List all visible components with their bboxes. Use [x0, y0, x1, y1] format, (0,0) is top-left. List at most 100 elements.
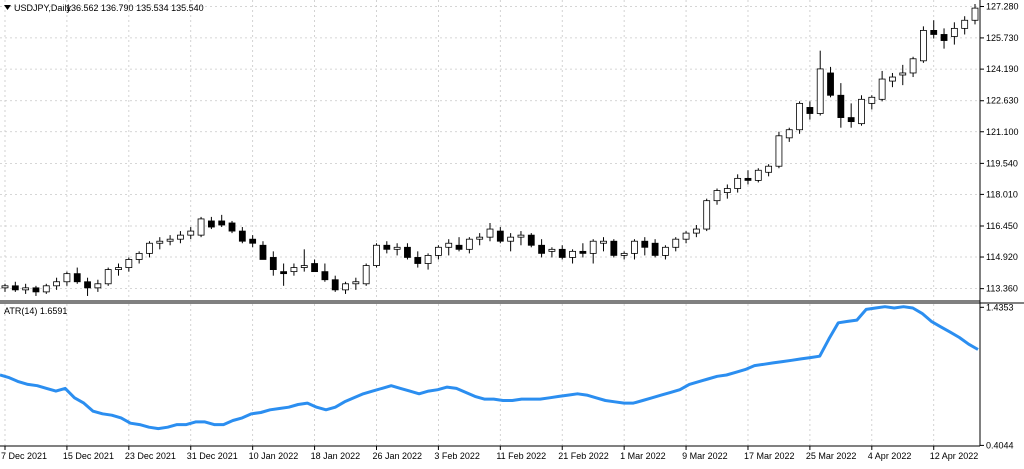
candle — [496, 227, 504, 244]
candle — [651, 239, 659, 258]
candle — [868, 95, 876, 110]
candle — [352, 277, 360, 290]
candle-body-bear — [331, 279, 339, 291]
candle-body-bull — [703, 200, 711, 230]
candle-body-bull — [166, 238, 174, 242]
candle — [785, 127, 793, 142]
date-tick-label: 12 Apr 2022 — [930, 451, 979, 461]
candle-body-bear — [538, 244, 545, 254]
candle-body-bull — [197, 218, 205, 236]
date-tick-label: 1 Mar 2022 — [620, 451, 666, 461]
candle — [899, 64, 907, 86]
candle-body-bull — [187, 230, 195, 236]
candle-body-bear — [579, 250, 587, 254]
candle — [11, 281, 19, 292]
candle-body-bear — [32, 287, 40, 293]
candle-body-bull — [1, 285, 9, 289]
candle-body-bear — [496, 230, 504, 242]
candle-body-bull — [909, 58, 917, 74]
candle-body-bull — [713, 190, 721, 202]
candle — [22, 283, 30, 294]
candle-body-bear — [238, 230, 246, 242]
candle — [662, 245, 669, 260]
candle — [620, 251, 628, 260]
candle-body-bull — [754, 169, 762, 181]
candle — [445, 239, 453, 256]
atr-tick-label: 1.4353 — [986, 302, 1014, 312]
candle-body-bear — [228, 222, 236, 232]
candle — [796, 101, 803, 134]
candle — [672, 237, 680, 252]
candle-body-bull — [362, 265, 370, 285]
candle — [73, 267, 81, 284]
candle-body-bull — [476, 236, 484, 240]
candle — [207, 216, 215, 230]
candle-body-bear — [527, 234, 535, 246]
candle-body-bull — [465, 238, 473, 250]
candle — [342, 281, 349, 294]
candle-body-bull — [692, 228, 700, 234]
candle — [837, 83, 845, 128]
candle — [104, 267, 112, 286]
candle-body-bull — [662, 246, 669, 256]
candle — [63, 271, 71, 286]
candle-body-bull — [373, 244, 380, 266]
candle-body-bull — [300, 265, 308, 268]
candle-body-bull — [156, 240, 164, 244]
candle — [569, 249, 576, 264]
candle-body-bull — [94, 283, 102, 289]
candle-body-bull — [950, 27, 958, 37]
price-candles — [1, 4, 979, 296]
candle — [858, 95, 865, 126]
candle-body-bull — [775, 135, 783, 167]
date-tick-label: 9 Mar 2022 — [682, 451, 728, 461]
price-tick-label: 124.190 — [986, 64, 1019, 74]
candle — [311, 259, 318, 273]
candle — [32, 285, 40, 296]
candle-body-bull — [342, 283, 349, 291]
dropdown-triangle-icon[interactable] — [4, 5, 11, 10]
candle — [259, 241, 267, 260]
candle — [847, 103, 855, 128]
candle-body-bear — [455, 244, 463, 250]
candle-body-bull — [146, 242, 153, 254]
candle-body-bull — [517, 234, 525, 238]
candle — [579, 243, 587, 258]
candle — [84, 277, 91, 296]
candle — [486, 222, 494, 242]
candle — [920, 26, 927, 63]
ohlc-readout: 136.562 136.790 135.534 135.540 — [66, 3, 204, 13]
date-tick-label: 3 Feb 2022 — [434, 451, 480, 461]
candle-body-bull — [899, 72, 907, 76]
candle — [393, 243, 401, 256]
candle-body-bear — [847, 117, 855, 123]
candle — [135, 251, 143, 264]
price-tick-label: 113.360 — [986, 284, 1018, 294]
candle-body-bear — [404, 246, 411, 258]
date-tick-label: 18 Jan 2022 — [311, 451, 361, 461]
candle — [631, 239, 638, 260]
candle — [1, 283, 9, 292]
price-tick-label: 122.630 — [986, 96, 1019, 106]
candle — [538, 239, 545, 258]
candle — [889, 72, 896, 88]
candle-body-bull — [631, 240, 638, 254]
price-tick-label: 121.100 — [986, 127, 1019, 137]
candle-body-bull — [723, 188, 731, 193]
candle-body-bull — [22, 287, 30, 291]
candle — [765, 164, 773, 177]
candle-body-bull — [177, 234, 184, 240]
candle-body-bear — [930, 30, 938, 35]
price-tick-label: 127.280 — [986, 1, 1019, 11]
candle-body-bull — [682, 232, 690, 240]
candle-body-bull — [765, 165, 773, 173]
candle-body-bear — [383, 244, 391, 250]
candle-body-bear — [280, 271, 288, 275]
price-tick-label: 114.920 — [986, 252, 1018, 262]
candle — [228, 220, 236, 234]
candle — [703, 198, 711, 232]
candle — [600, 237, 607, 252]
candle — [115, 263, 122, 276]
